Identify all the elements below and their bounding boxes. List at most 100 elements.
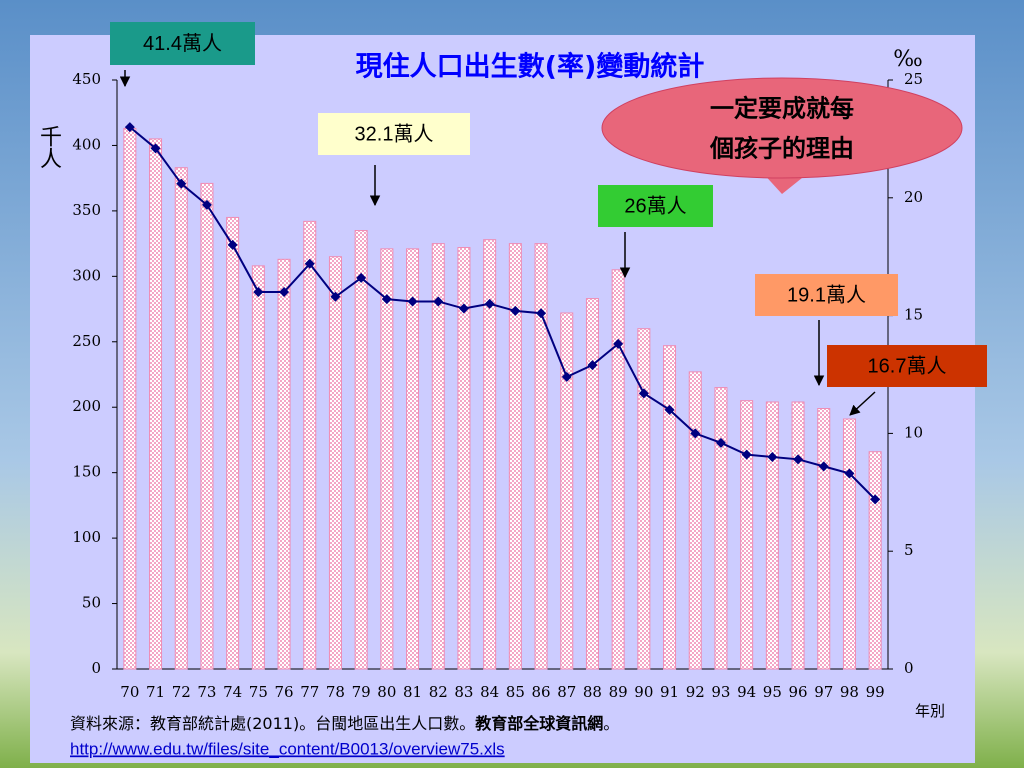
x-tick-label: 78: [326, 683, 345, 701]
line-marker: [510, 305, 521, 316]
bar: [740, 400, 754, 670]
line-marker: [690, 428, 701, 439]
x-tick-label: 87: [557, 683, 576, 701]
annotation-arrow: [849, 391, 876, 416]
line-marker: [818, 461, 829, 472]
annotation: 19.1萬人: [787, 283, 866, 306]
bar: [123, 127, 137, 670]
x-tick-label: 77: [300, 683, 319, 701]
y2-tick-label: 15: [904, 306, 923, 324]
x-tick-label: 97: [814, 683, 833, 701]
x-tick-label: 91: [660, 683, 679, 701]
line-marker: [536, 308, 547, 319]
annotation-box: [318, 113, 470, 155]
bar: [174, 167, 188, 670]
x-tick-label: 90: [634, 683, 653, 701]
line-marker: [870, 494, 881, 505]
source-text: 資料來源：教育部統計處(2011)。台閩地區出生人口數。: [70, 714, 475, 733]
source: 資料來源：教育部統計處(2011)。台閩地區出生人口數。教育部全球資訊網。: [70, 714, 619, 733]
line-marker: [176, 178, 187, 189]
y-tick-label: 200: [72, 397, 101, 415]
x-tick-label: 72: [172, 683, 191, 701]
y2-tick-label: 5: [904, 541, 914, 559]
bar: [534, 243, 548, 670]
y-tick-label: 100: [72, 528, 101, 546]
x-tick-label: 94: [737, 683, 756, 701]
bar: [637, 328, 651, 670]
line-marker: [150, 143, 161, 154]
x-tick-label: 89: [609, 683, 628, 701]
bar: [483, 239, 497, 670]
line-marker: [227, 239, 238, 250]
annotation-box: [598, 185, 713, 227]
annotation: 41.4萬人: [143, 32, 222, 55]
x-tick-label: 74: [223, 683, 242, 701]
bar: [251, 265, 265, 670]
x-axis-label: 年別: [915, 702, 945, 720]
line-marker: [587, 360, 598, 371]
x-tick-label: 88: [583, 683, 602, 701]
line-marker: [638, 388, 649, 399]
bar: [585, 298, 599, 670]
line-marker: [201, 199, 212, 210]
annotation: 16.7萬人: [868, 354, 947, 377]
annotation: 26萬人: [624, 194, 686, 217]
chart-title: 現住人口出生數(率)變動統計: [356, 51, 705, 83]
source-text: 教育部全球資訊網: [475, 714, 603, 733]
bar: [149, 138, 163, 670]
source-text: 。: [603, 714, 619, 733]
line-marker: [458, 303, 469, 314]
y2-tick-label: 0: [904, 659, 914, 677]
y-tick-label: 400: [72, 135, 101, 153]
line-marker: [741, 449, 752, 460]
line-marker: [407, 296, 418, 307]
bar: [765, 401, 779, 670]
x-tick-label: 84: [480, 683, 499, 701]
line-marker: [613, 338, 624, 349]
callout-text: 一定要成就每: [710, 94, 854, 123]
bar: [431, 243, 445, 670]
y-axis-label: 千人: [36, 125, 62, 169]
bar: [791, 401, 805, 670]
bar: [868, 451, 882, 670]
line-marker: [433, 296, 444, 307]
x-tick-label: 92: [686, 683, 705, 701]
y-tick-label: 150: [72, 463, 101, 481]
bar: [560, 312, 574, 670]
line-marker: [767, 451, 778, 462]
y2-axis-label: ‰: [893, 47, 923, 72]
y-tick-label: 50: [82, 594, 101, 612]
line-marker: [330, 291, 341, 302]
annotation: 32.1萬人: [355, 122, 434, 145]
bar: [663, 345, 677, 670]
line-marker: [124, 122, 135, 133]
x-tick-label: 76: [275, 683, 294, 701]
line-marker: [253, 287, 264, 298]
x-tick-label: 73: [197, 683, 216, 701]
x-tick-label: 95: [763, 683, 782, 701]
line-marker: [279, 287, 290, 298]
bar: [508, 243, 522, 670]
line-marker: [304, 258, 315, 269]
bar: [611, 269, 625, 670]
x-tick-label: 98: [840, 683, 859, 701]
y-tick-label: 250: [72, 332, 101, 350]
bar: [817, 408, 831, 670]
y2-tick-label: 20: [904, 188, 923, 206]
bar: [842, 418, 856, 670]
x-tick-label: 79: [352, 683, 371, 701]
line-marker: [844, 468, 855, 479]
y-tick-label: 0: [91, 659, 101, 677]
bar: [277, 258, 291, 670]
source-url[interactable]: http://www.edu.tw/files/site_content/B00…: [70, 739, 505, 758]
annotation-box: [110, 22, 255, 65]
x-tick-label: 81: [403, 683, 422, 701]
callout-text: 個孩子的理由: [709, 134, 854, 163]
x-tick-label: 99: [866, 683, 885, 701]
y2-tick-label: 25: [904, 70, 923, 88]
annotation-box: [827, 345, 987, 387]
line-marker: [793, 454, 804, 465]
x-tick-label: 71: [146, 683, 165, 701]
line-marker: [484, 298, 495, 309]
